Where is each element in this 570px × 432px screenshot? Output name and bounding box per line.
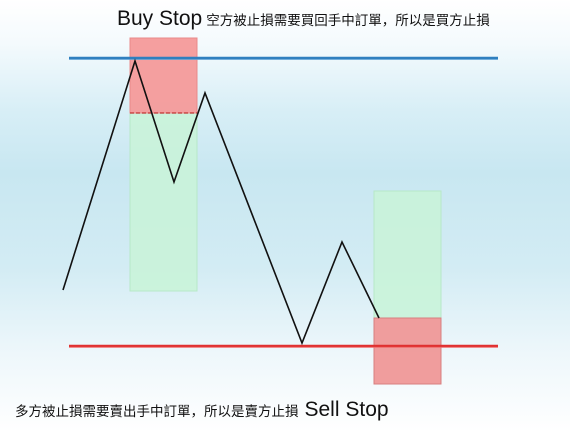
sell-stop-caption: 多方被止損需要賣出手中訂單，所以是賣方止損 Sell Stop	[15, 398, 389, 422]
buy-stop-profit-zone	[129, 112, 198, 292]
buy-stop-title: Buy Stop	[117, 7, 203, 30]
price-path	[62, 58, 380, 346]
sell-stop-description: 多方被止損需要賣出手中訂單，所以是賣方止損	[15, 404, 299, 420]
sell-stop-loss-zone	[373, 317, 442, 385]
sell-stop-title: Sell Stop	[304, 398, 389, 421]
buy-stop-description: 空方被止損需要買回手中訂單，所以是買方止損	[206, 13, 490, 29]
sell-stop-profit-zone	[373, 190, 442, 319]
buy-stop-caption: Buy Stop 空方被止損需要買回手中訂單，所以是買方止損	[117, 7, 490, 31]
buy-stop-loss-zone	[129, 37, 198, 114]
